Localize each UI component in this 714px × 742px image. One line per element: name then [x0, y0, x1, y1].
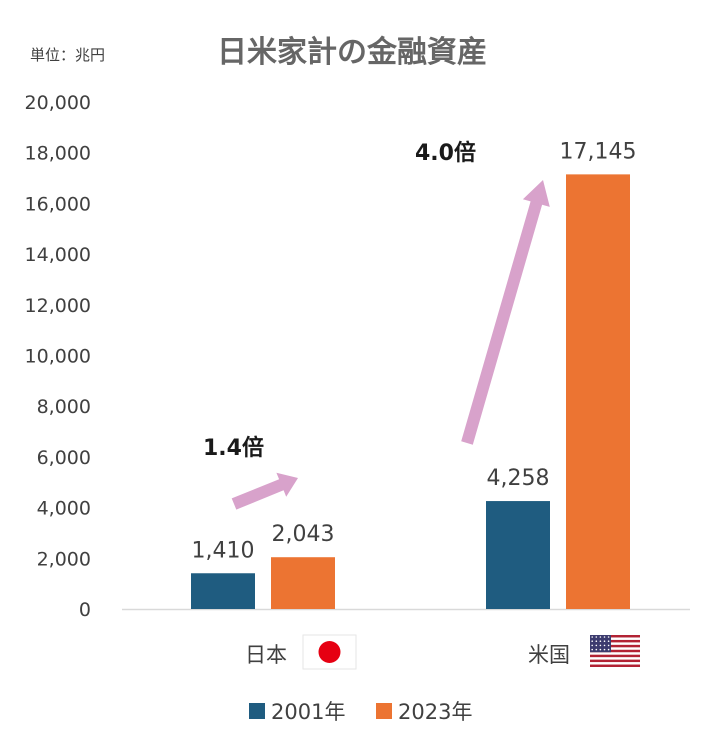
legend-swatch — [249, 703, 265, 719]
legend-label: 2001年 — [271, 700, 345, 724]
category-label-us: 米国 — [528, 643, 570, 667]
y-tick-label: 16,000 — [25, 193, 91, 215]
legend-label: 2023年 — [398, 700, 472, 724]
value-label: 4,258 — [487, 466, 550, 491]
y-tick-label: 10,000 — [25, 346, 91, 368]
unit-label: 単位：兆円 — [30, 46, 105, 64]
ratio-label-us: 4.0倍 — [415, 140, 476, 166]
japan-flag-icon — [302, 634, 357, 670]
y-tick-label: 20,000 — [25, 92, 91, 114]
bar-2001年-日本 — [191, 573, 255, 609]
y-tick-label: 0 — [79, 599, 91, 621]
y-tick-label: 6,000 — [37, 447, 91, 469]
data-labels: 1,410 4,258 2,043 17,145 1.4倍 4.0倍 — [192, 139, 637, 563]
y-axis: 0 2,000 4,000 6,000 8,000 10,000 12,000 14,000 1… — [25, 92, 91, 621]
y-tick-label: 8,000 — [37, 396, 91, 418]
y-tick-label: 12,000 — [25, 295, 91, 317]
chart-title: 日米家計の金融資産 — [217, 35, 487, 70]
growth-arrow — [231, 472, 298, 510]
y-tick-label: 2,000 — [37, 548, 91, 570]
ratio-label-japan: 1.4倍 — [203, 435, 264, 461]
bars — [191, 174, 630, 609]
value-label: 17,145 — [560, 139, 637, 164]
bar-2023年-米国 — [566, 174, 630, 609]
x-axis-categories: 日本 米国 — [245, 634, 640, 670]
bar-2001年-米国 — [486, 501, 550, 609]
bar-2023年-日本 — [271, 557, 335, 609]
growth-arrow — [461, 180, 550, 445]
y-tick-label: 18,000 — [25, 143, 91, 165]
legend: 2001年 2023年 — [249, 700, 472, 724]
legend-swatch — [376, 703, 392, 719]
value-label: 1,410 — [192, 538, 255, 563]
growth-arrows — [231, 180, 550, 510]
value-label: 2,043 — [272, 522, 335, 547]
y-tick-label: 14,000 — [25, 244, 91, 266]
category-label-japan: 日本 — [245, 643, 287, 667]
us-flag-icon — [590, 635, 640, 667]
y-tick-label: 4,000 — [37, 498, 91, 520]
